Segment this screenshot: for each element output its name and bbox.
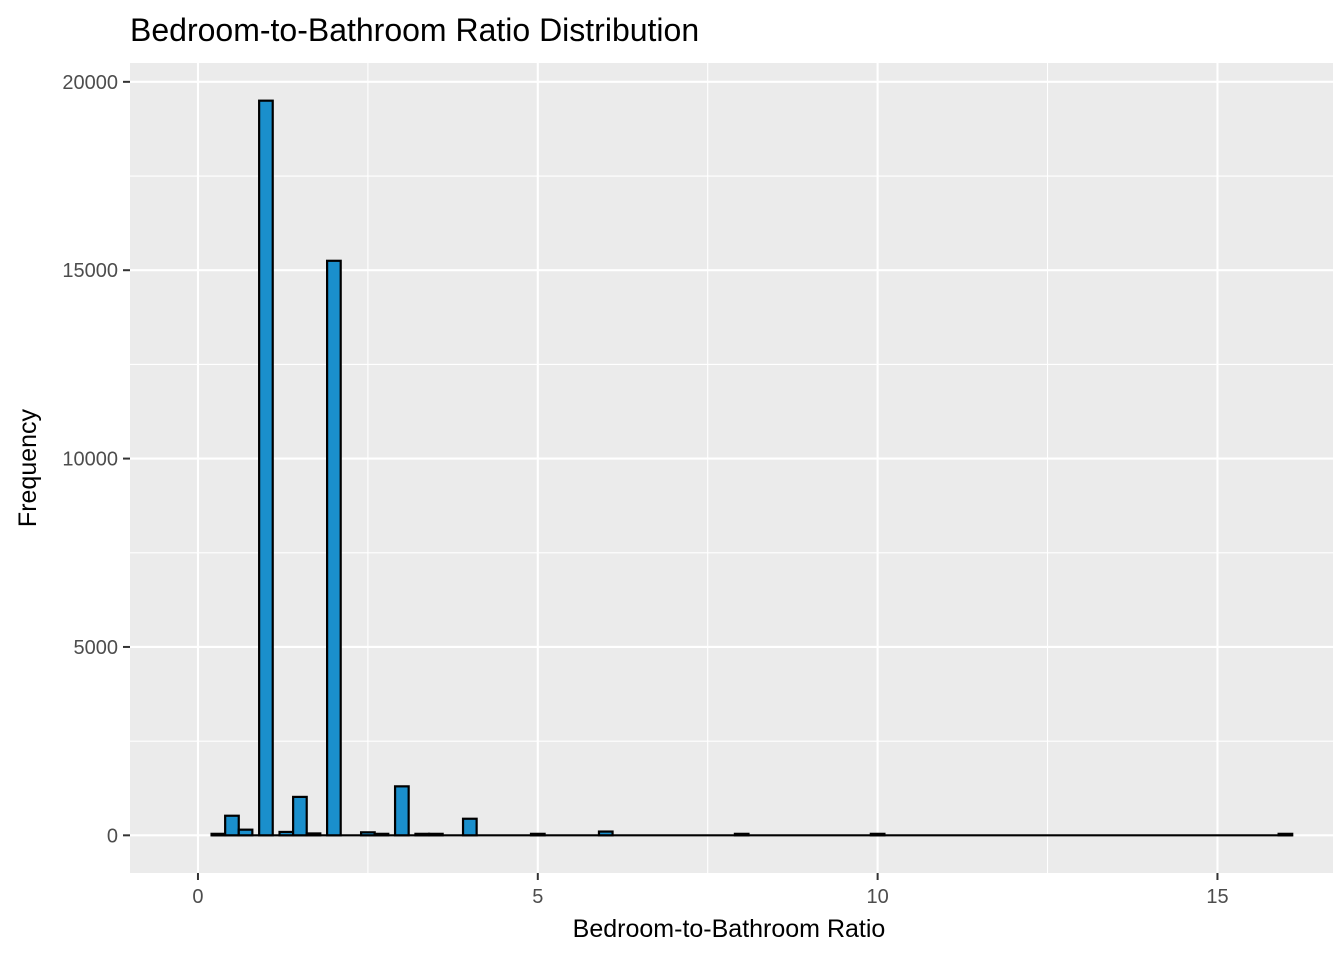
x-tick-label: 5 [532,886,543,908]
plot-panel [130,63,1333,873]
x-tick-label: 0 [192,886,203,908]
histogram-bar [597,830,614,837]
major-gridlines [130,63,1333,873]
histogram-bar [237,828,254,837]
x-tick-label: 15 [1206,886,1228,908]
bars [210,99,1294,837]
histogram-bar [733,832,750,837]
y-axis-title: Frequency [14,408,42,527]
x-tick-label: 10 [867,886,889,908]
x-axis: 0 5 10 15 [192,873,1229,908]
histogram-bar [278,830,295,837]
histogram-bar [869,832,886,837]
y-axis: 0 5000 10000 15000 20000 [62,72,130,847]
histogram-bar [224,814,240,837]
y-tick-label: 0 [107,825,118,847]
y-tick-label: 20000 [62,72,118,94]
histogram-bar [292,795,308,837]
histogram-bar [373,832,390,837]
histogram-bar [210,832,227,837]
y-tick-label: 5000 [74,637,119,659]
histogram-bar [393,785,410,837]
histogram-bar [461,817,478,837]
histogram-bar [427,832,444,837]
x-axis-title: Bedroom-to-Bathroom Ratio [573,915,886,943]
histogram-bar [326,259,342,837]
histogram-bar [529,832,546,837]
histogram-bar [305,832,322,837]
chart-title: Bedroom-to-Bathroom Ratio Distribution [130,12,699,48]
y-tick-label: 15000 [62,260,118,282]
histogram-bar [414,832,431,837]
histogram-bar [258,99,274,837]
histogram-bar [359,831,376,837]
histogram-bar [1277,832,1294,837]
y-tick-label: 10000 [62,449,118,471]
